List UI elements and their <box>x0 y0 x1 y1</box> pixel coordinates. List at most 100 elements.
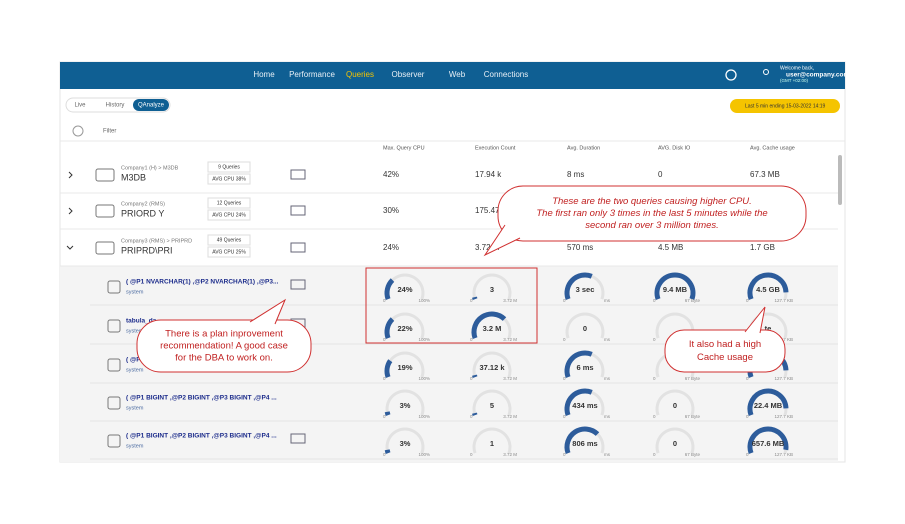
callout-plan-text: There is a plan inprovement <box>165 329 283 340</box>
column-header[interactable]: Execution Count <box>475 145 516 151</box>
gauge-track <box>565 312 605 339</box>
gauge-max: 100% <box>418 337 430 342</box>
nav-link[interactable]: Observer <box>392 70 425 79</box>
gauge-max: ms <box>604 337 611 342</box>
gauge-value: 19% <box>397 363 412 372</box>
plan-icon <box>290 279 306 290</box>
gauge-min: 0 <box>653 414 656 419</box>
group-cell: 67.3 MB <box>750 170 780 179</box>
gauge-max: 67 Byte <box>685 414 701 419</box>
gauge-fill <box>472 412 478 417</box>
gauge-track <box>655 427 695 454</box>
gauge-track <box>472 389 512 416</box>
db-icon <box>95 204 115 218</box>
query-icon <box>107 358 121 372</box>
gauge-min: 0 <box>653 298 656 303</box>
cpu-badge: AVG CPU 25% <box>212 249 246 255</box>
expand-arrow[interactable] <box>66 245 74 250</box>
query-text[interactable]: ( @P1 BIGINT ,@P2 BIGINT ,@P3 BIGINT ,@P… <box>126 395 277 402</box>
query-user: system <box>126 328 144 334</box>
gauge-fill <box>384 359 393 379</box>
gauge-value: 0 <box>673 439 677 448</box>
column-header[interactable]: AVG. Disk IO <box>658 145 691 151</box>
tab[interactable]: History <box>106 103 125 109</box>
group-name: PRIPRD\PRI <box>121 245 173 255</box>
gauge-max: 100% <box>418 376 430 381</box>
plan-icon <box>290 433 306 444</box>
column-header[interactable]: Max. Query CPU <box>383 145 425 151</box>
settings-icon[interactable] <box>725 69 737 81</box>
gauge-value: 4.5 GB <box>756 285 780 294</box>
gauge-max: 3.72 M <box>503 337 517 342</box>
group-path: Company2 (RMS) <box>121 201 165 207</box>
column-header[interactable]: Avg. Cache usage <box>750 145 795 151</box>
tab[interactable]: Live <box>74 103 86 109</box>
query-icon <box>107 434 121 448</box>
query-icon <box>107 280 121 294</box>
gauge-fill <box>564 350 593 379</box>
group-cell: 17.94 k <box>475 170 502 179</box>
query-text[interactable]: ( @P1 NVARCHAR(1) ,@P2 NVARCHAR(1) ,@P3.… <box>126 279 279 286</box>
gauge-min: 0 <box>470 452 473 457</box>
queries-badge: 9 Queries <box>218 164 240 170</box>
callout-cpu <box>497 185 807 242</box>
gauge-min: 0 <box>470 337 473 342</box>
query-user: system <box>126 405 144 411</box>
gauge-value: 9.4 MB <box>663 285 688 294</box>
gauge-fill <box>564 388 593 417</box>
time-range[interactable] <box>730 99 840 113</box>
column-header[interactable]: Avg. Duration <box>567 145 600 151</box>
query-text[interactable]: ( @P <box>126 357 141 364</box>
callout-cache-tail <box>744 306 766 334</box>
tab[interactable]: QAnalyze <box>138 103 165 109</box>
gauge-min: 0 <box>383 337 386 342</box>
cpu-badge: AVG CPU 38% <box>212 176 246 182</box>
gauge-min: 0 <box>563 337 566 342</box>
query-text[interactable]: tabula_da <box>126 318 157 325</box>
gauge-fill <box>564 272 593 301</box>
gauge-min: 0 <box>383 414 386 419</box>
nav-link[interactable]: Home <box>253 70 275 79</box>
expand-arrow[interactable] <box>68 171 73 179</box>
callout-cpu-text: second ran over 3 million times. <box>585 220 719 231</box>
query-user: system <box>126 443 144 449</box>
gauge-max: 127.7 KB <box>774 452 793 457</box>
nav-link[interactable]: Web <box>449 70 466 79</box>
gauge-fill <box>384 317 395 340</box>
nav-link[interactable]: Connections <box>484 70 528 79</box>
gauge-value: 3.2 M <box>483 324 502 333</box>
nav-link[interactable]: Queries <box>346 70 374 79</box>
gauge-value: 37.12 k <box>479 363 505 372</box>
expand-arrow[interactable] <box>68 207 73 215</box>
callout-cpu-text: These are the two queries causing higher… <box>552 196 752 207</box>
gauge-max: 3.72 M <box>503 452 517 457</box>
gauge-min: 0 <box>383 376 386 381</box>
badge <box>207 173 251 185</box>
gauge-max: 67 Byte <box>685 452 701 457</box>
callout-plan-text: recommendation! A good case <box>160 341 288 352</box>
plan-icon <box>290 205 306 216</box>
query-icon <box>107 319 121 333</box>
group-cell: 570 ms <box>567 243 593 252</box>
gauge-max: ms <box>604 376 611 381</box>
query-user: system <box>126 367 144 373</box>
callout-cache-text: It also had a high <box>689 339 761 350</box>
gauge-min: 0 <box>746 298 749 303</box>
gauge-value: 0 <box>673 401 677 410</box>
query-text[interactable]: ( @P1 BIGINT ,@P2 BIGINT ,@P3 BIGINT ,@P… <box>126 433 277 440</box>
add-icon[interactable] <box>72 125 84 137</box>
gauge-max: 3.72 M <box>503 298 517 303</box>
gauge-value: 434 ms <box>572 401 597 410</box>
highlight <box>365 267 538 344</box>
gauge-max: 3.72 M <box>503 414 517 419</box>
tab-active[interactable] <box>133 99 169 111</box>
queries-badge: 12 Queries <box>217 200 242 206</box>
filter[interactable]: Filter <box>103 129 116 135</box>
user-icon[interactable] <box>763 69 769 75</box>
gauge-track <box>472 427 512 454</box>
group-name: PRIORD Y <box>121 208 164 218</box>
nav-link[interactable]: Performance <box>289 70 335 79</box>
callout-plan <box>136 319 312 373</box>
gauge-max: 127.7 KB <box>774 337 793 342</box>
